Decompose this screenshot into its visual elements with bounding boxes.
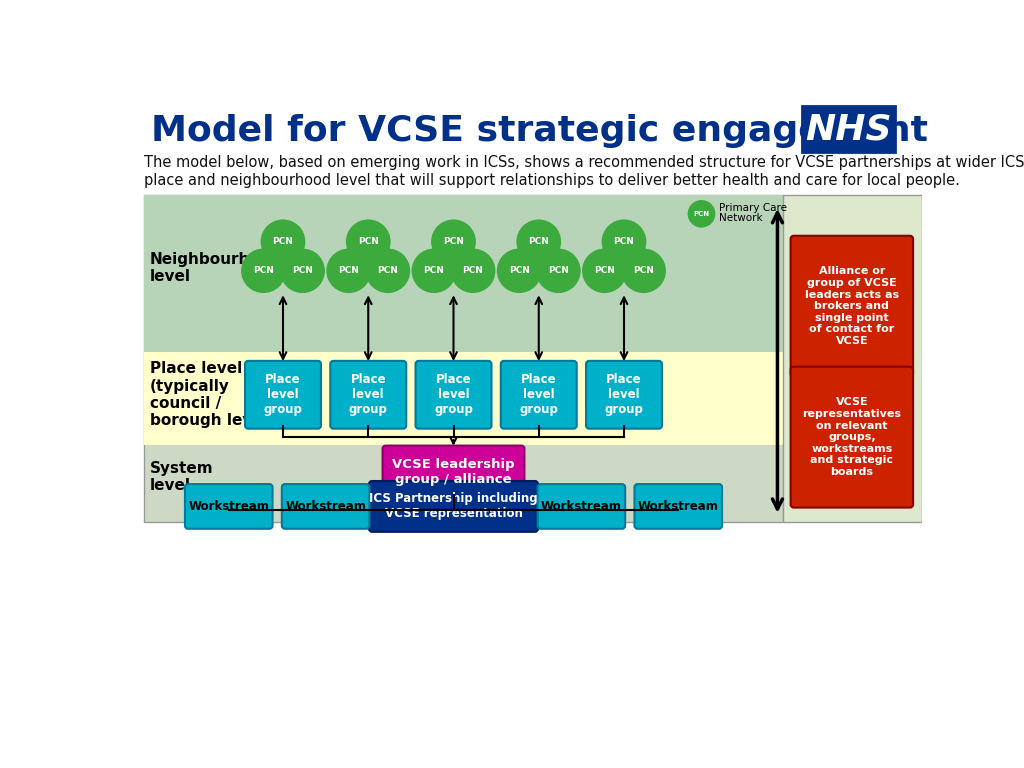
Text: Place
level
group: Place level group bbox=[604, 373, 643, 416]
Circle shape bbox=[367, 250, 410, 293]
Text: Place
level
group: Place level group bbox=[519, 373, 558, 416]
Text: Neighbourhood
level: Neighbourhood level bbox=[150, 252, 282, 284]
Text: PCN: PCN bbox=[633, 266, 654, 275]
FancyBboxPatch shape bbox=[383, 445, 524, 498]
FancyBboxPatch shape bbox=[586, 361, 662, 429]
Circle shape bbox=[242, 250, 285, 293]
Text: VCSE leadership
group / alliance: VCSE leadership group / alliance bbox=[392, 458, 515, 486]
Circle shape bbox=[583, 250, 626, 293]
Text: PCN: PCN bbox=[272, 237, 294, 247]
Text: PCN: PCN bbox=[338, 266, 359, 275]
FancyBboxPatch shape bbox=[245, 361, 321, 429]
Text: Workstream: Workstream bbox=[541, 500, 622, 513]
Text: PCN: PCN bbox=[693, 211, 710, 217]
Text: PCN: PCN bbox=[253, 266, 273, 275]
Text: PCN: PCN bbox=[463, 266, 483, 275]
FancyBboxPatch shape bbox=[802, 106, 895, 152]
Circle shape bbox=[327, 250, 371, 293]
Circle shape bbox=[688, 200, 715, 227]
Text: PCN: PCN bbox=[443, 237, 464, 247]
FancyBboxPatch shape bbox=[143, 194, 783, 521]
Text: Network: Network bbox=[719, 214, 762, 223]
Circle shape bbox=[622, 250, 666, 293]
Circle shape bbox=[281, 250, 325, 293]
FancyBboxPatch shape bbox=[538, 484, 626, 528]
FancyBboxPatch shape bbox=[282, 484, 370, 528]
Text: Workstream: Workstream bbox=[286, 500, 366, 513]
Text: NHS: NHS bbox=[806, 112, 892, 146]
Text: PCN: PCN bbox=[357, 237, 379, 247]
FancyBboxPatch shape bbox=[501, 361, 577, 429]
Text: Place
level
group: Place level group bbox=[263, 373, 302, 416]
Text: Place
level
group: Place level group bbox=[349, 373, 388, 416]
Circle shape bbox=[346, 220, 390, 263]
Circle shape bbox=[452, 250, 495, 293]
Text: Model for VCSE strategic engagement: Model for VCSE strategic engagement bbox=[152, 114, 928, 147]
Text: Alliance or
group of VCSE
leaders acts as
brokers and
single point
of contact fo: Alliance or group of VCSE leaders acts a… bbox=[805, 266, 899, 346]
FancyBboxPatch shape bbox=[635, 484, 722, 528]
Circle shape bbox=[602, 220, 646, 263]
FancyBboxPatch shape bbox=[369, 481, 538, 531]
FancyBboxPatch shape bbox=[143, 194, 783, 353]
Text: Workstream: Workstream bbox=[638, 500, 719, 513]
Text: PCN: PCN bbox=[509, 266, 529, 275]
Text: Place level
(typically
council /
borough level): Place level (typically council / borough… bbox=[150, 361, 274, 429]
Text: System
level: System level bbox=[150, 461, 213, 493]
Circle shape bbox=[537, 250, 580, 293]
Text: The model below, based on emerging work in ICSs, shows a recommended structure f: The model below, based on emerging work … bbox=[143, 155, 1024, 187]
FancyBboxPatch shape bbox=[331, 361, 407, 429]
FancyBboxPatch shape bbox=[185, 484, 272, 528]
Text: PCN: PCN bbox=[528, 237, 549, 247]
Text: PCN: PCN bbox=[613, 237, 635, 247]
Circle shape bbox=[498, 250, 541, 293]
Circle shape bbox=[261, 220, 305, 263]
Text: PCN: PCN bbox=[377, 266, 398, 275]
Text: VCSE
representatives
on relevant
groups,
workstreams
and strategic
boards: VCSE representatives on relevant groups,… bbox=[803, 397, 901, 477]
FancyBboxPatch shape bbox=[791, 366, 913, 508]
Text: ICS Partnership including
VCSE representation: ICS Partnership including VCSE represent… bbox=[370, 492, 538, 521]
Text: PCN: PCN bbox=[424, 266, 444, 275]
FancyBboxPatch shape bbox=[791, 236, 913, 376]
Circle shape bbox=[517, 220, 560, 263]
FancyBboxPatch shape bbox=[416, 361, 492, 429]
Text: Workstream: Workstream bbox=[188, 500, 269, 513]
Circle shape bbox=[413, 250, 456, 293]
Circle shape bbox=[432, 220, 475, 263]
Text: Primary Care: Primary Care bbox=[719, 203, 786, 213]
FancyBboxPatch shape bbox=[783, 194, 922, 521]
Text: PCN: PCN bbox=[292, 266, 313, 275]
Text: Place
level
group: Place level group bbox=[434, 373, 473, 416]
FancyBboxPatch shape bbox=[143, 353, 783, 445]
Text: PCN: PCN bbox=[548, 266, 568, 275]
Text: PCN: PCN bbox=[594, 266, 614, 275]
